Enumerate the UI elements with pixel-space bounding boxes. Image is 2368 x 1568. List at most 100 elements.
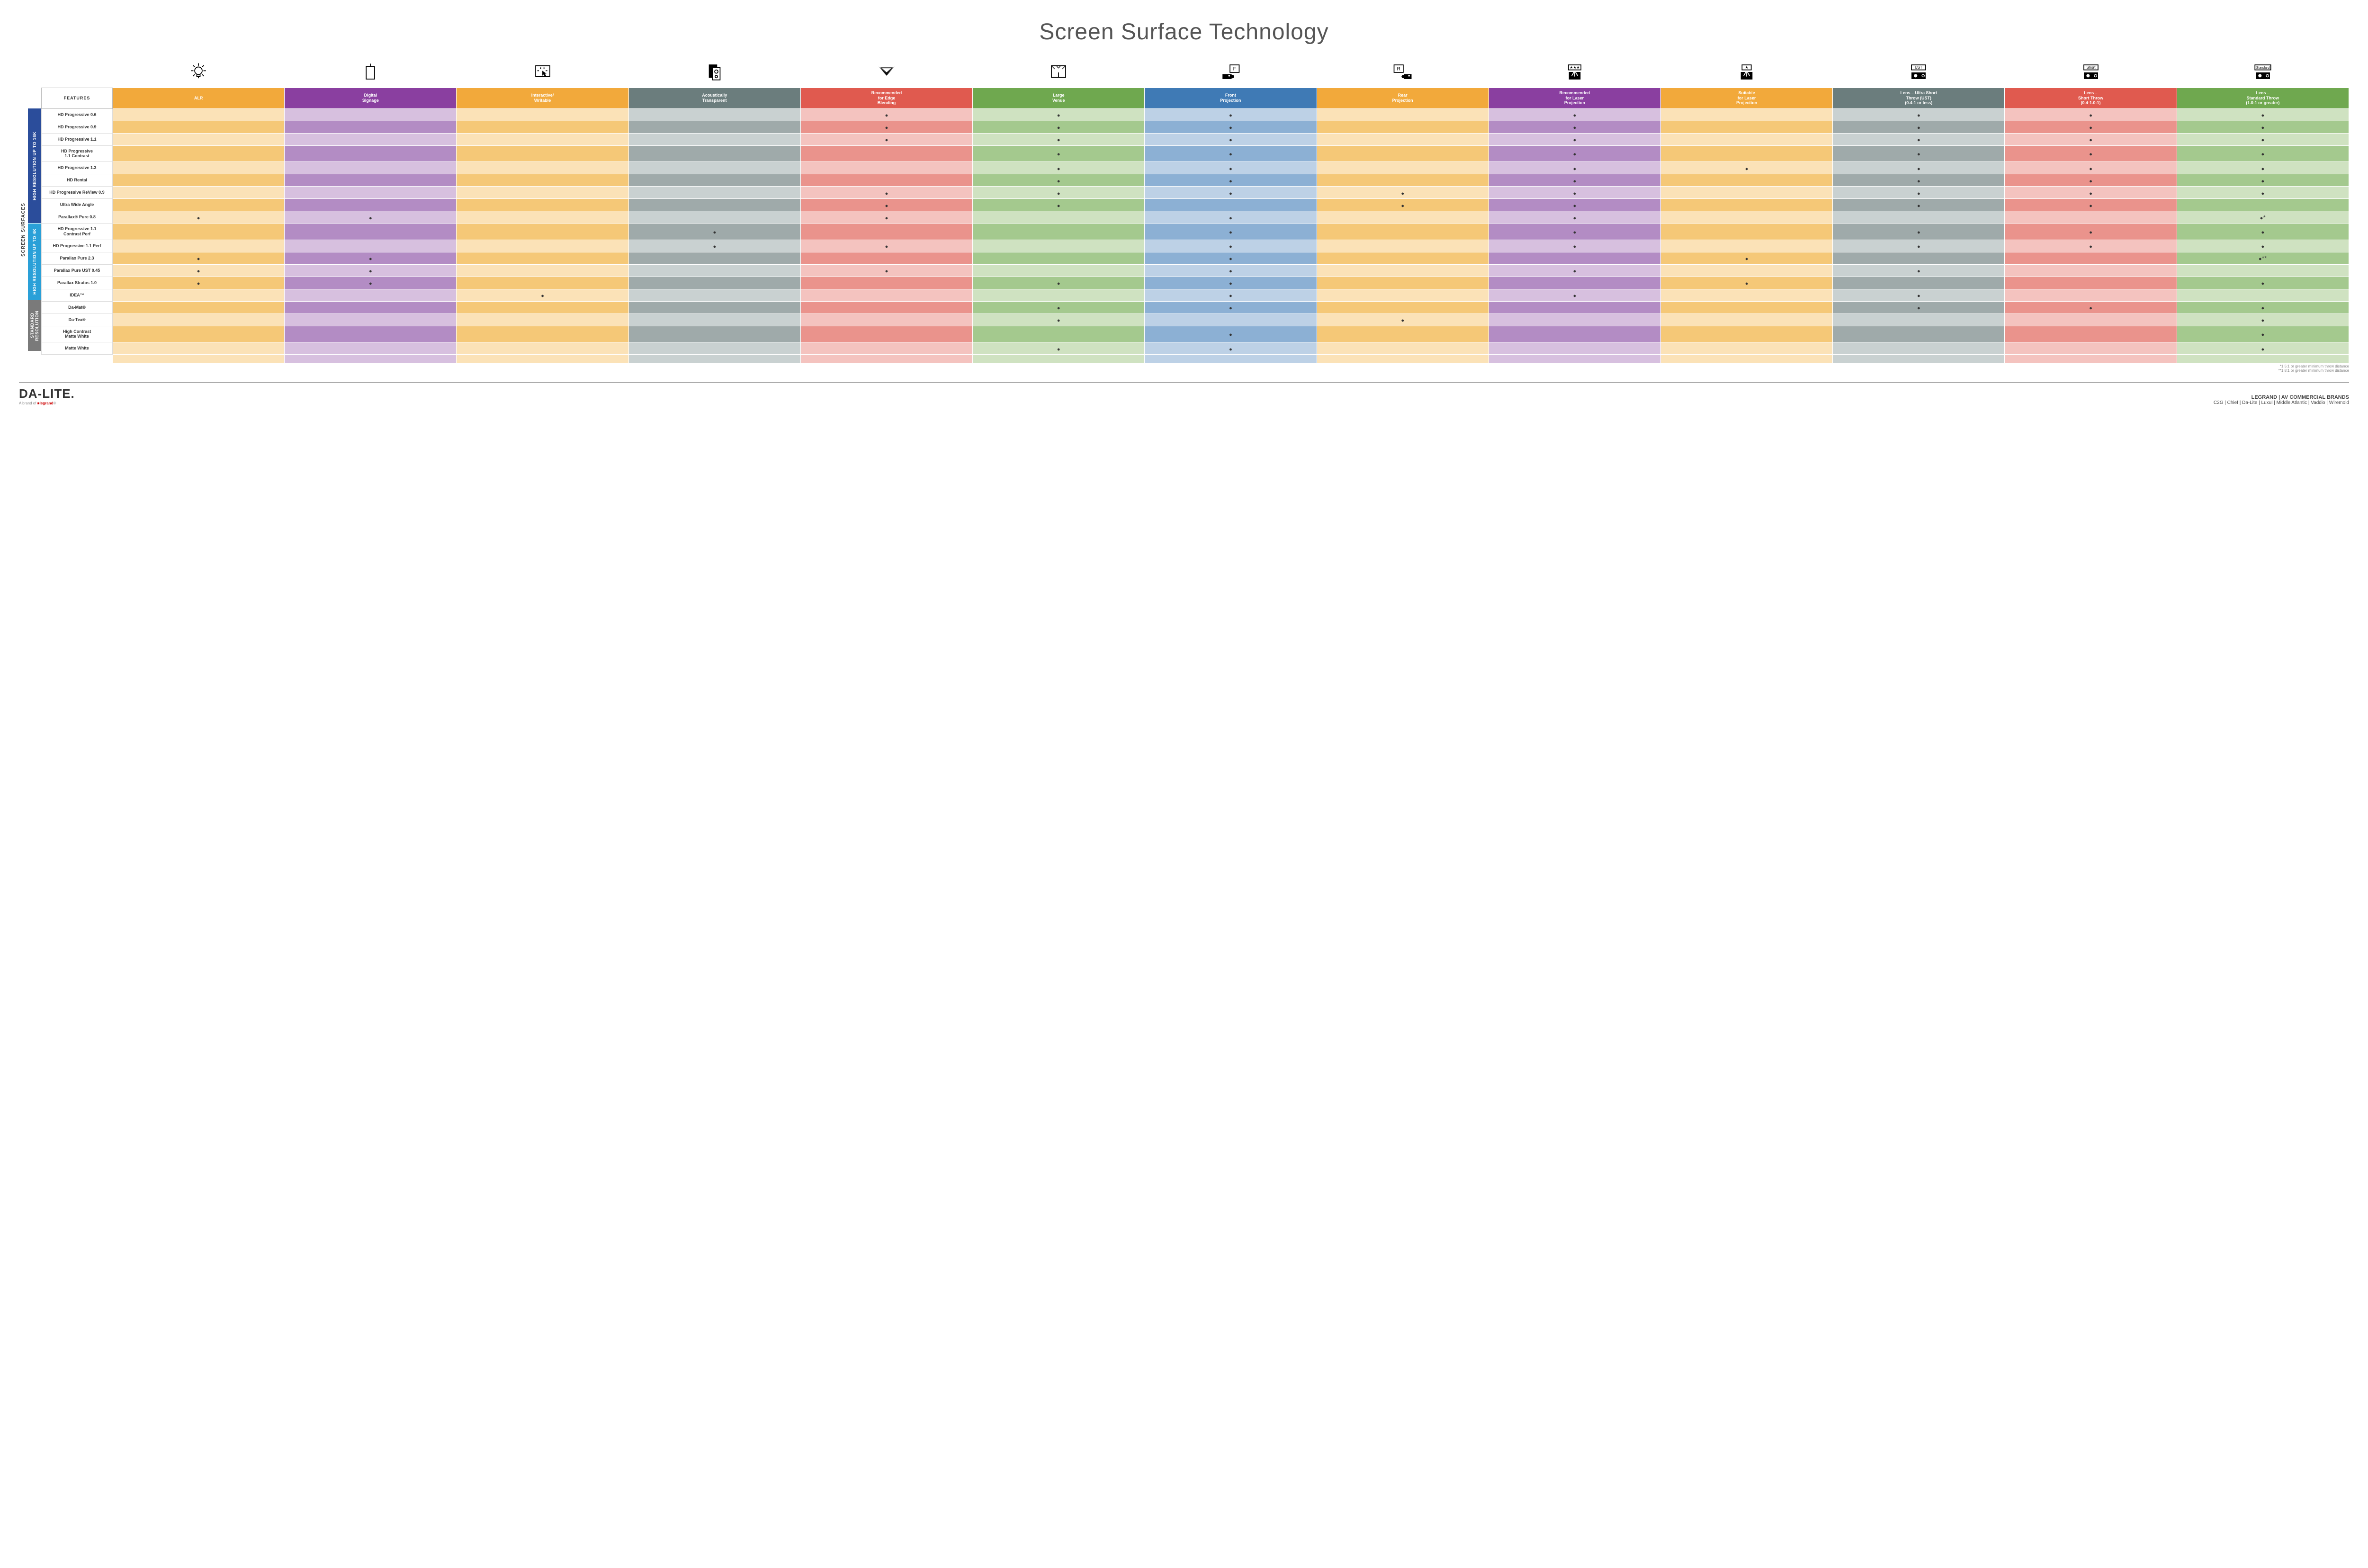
cell-front <box>1145 240 1317 252</box>
suitlaser-icon: ★ <box>1660 59 1832 88</box>
cell-front <box>1145 145 1317 162</box>
cell-signage <box>285 252 457 264</box>
cell-front <box>1145 174 1317 187</box>
cell-edge <box>800 326 972 342</box>
col-alr-header: ALR <box>113 88 285 108</box>
cell-venue <box>973 264 1145 277</box>
cell-signage <box>285 199 457 211</box>
features-header: FEATURES <box>42 88 113 108</box>
cell-suitlaser <box>1660 133 1832 145</box>
cell-alr <box>113 240 285 252</box>
cell-suitlaser <box>1660 162 1832 174</box>
cell-reclaser <box>1489 277 1660 289</box>
cell-acoustic <box>628 162 800 174</box>
cell-acoustic <box>628 121 800 133</box>
cell-acoustic <box>628 314 800 326</box>
cell-venue <box>973 301 1145 314</box>
cell-venue <box>973 174 1145 187</box>
cell-venue <box>973 162 1145 174</box>
rear-icon: R <box>1317 59 1489 88</box>
cell-suitlaser <box>1660 240 1832 252</box>
cell-ust <box>1833 252 2005 264</box>
table-row: HD Rental <box>42 174 2349 187</box>
cell-alr <box>113 277 285 289</box>
cell-ust <box>1833 145 2005 162</box>
cell-acoustic <box>628 264 800 277</box>
cell-signage <box>285 145 457 162</box>
cell-interactive <box>457 301 628 314</box>
table-row: High ContrastMatte White <box>42 326 2349 342</box>
cell-front <box>1145 187 1317 199</box>
row-label: Matte White <box>42 342 113 355</box>
brand-logo: DA-LITE. A brand of ■legrand® <box>19 386 75 405</box>
cell-ust <box>1833 133 2005 145</box>
cell-alr <box>113 252 285 264</box>
cell-edge <box>800 314 972 326</box>
cell-acoustic <box>628 187 800 199</box>
cell-std <box>2177 224 2349 240</box>
cell-alr <box>113 314 285 326</box>
table-row: Parallax® Pure 0.8* <box>42 211 2349 224</box>
cell-std <box>2177 162 2349 174</box>
cell-short <box>2005 108 2177 121</box>
cell-rear <box>1317 240 1489 252</box>
cell-ust <box>1833 314 2005 326</box>
cell-signage <box>285 240 457 252</box>
cell-std <box>2177 277 2349 289</box>
cell-venue <box>973 145 1145 162</box>
cell-edge <box>800 240 972 252</box>
cell-rear <box>1317 199 1489 211</box>
cell-interactive <box>457 326 628 342</box>
table-row: HD Progressive ReView 0.9 <box>42 187 2349 199</box>
row-label: High ContrastMatte White <box>42 326 113 342</box>
col-suitlaser-header: Suitablefor LaserProjection <box>1660 88 1832 108</box>
cell-signage <box>285 342 457 355</box>
cell-std <box>2177 240 2349 252</box>
cell-acoustic <box>628 252 800 264</box>
cell-rear <box>1317 145 1489 162</box>
col-std-header: Lens –Standard Throw(1.0:1 or greater) <box>2177 88 2349 108</box>
cell-acoustic <box>628 174 800 187</box>
cell-venue <box>973 187 1145 199</box>
cell-suitlaser <box>1660 277 1832 289</box>
cell-reclaser <box>1489 162 1660 174</box>
row-label: HD Rental <box>42 174 113 187</box>
cell-alr <box>113 342 285 355</box>
col-edge-header: Recommendedfor EdgeBlending <box>800 88 972 108</box>
cell-alr <box>113 145 285 162</box>
cell-reclaser <box>1489 187 1660 199</box>
cell-rear <box>1317 289 1489 301</box>
cell-front <box>1145 199 1317 211</box>
cell-front <box>1145 121 1317 133</box>
table-row: HD Progressive1.1 Contrast <box>42 145 2349 162</box>
cell-alr <box>113 199 285 211</box>
cell-venue <box>973 252 1145 264</box>
col-short-header: Lens –Short Throw(0.4-1.0:1) <box>2005 88 2177 108</box>
row-label: Da-Mat® <box>42 301 113 314</box>
feature-matrix-table: FR★★★★USTShortStandardFEATURESALRDigital… <box>41 59 2349 363</box>
cell-ust <box>1833 199 2005 211</box>
short-icon: Short <box>2005 59 2177 88</box>
cell-suitlaser <box>1660 264 1832 277</box>
row-label: Ultra Wide Angle <box>42 199 113 211</box>
logo-subtitle: A brand of ■legrand® <box>19 401 75 405</box>
cell-signage <box>285 133 457 145</box>
cell-venue <box>973 108 1145 121</box>
front-icon: F <box>1145 59 1317 88</box>
cell-reclaser <box>1489 342 1660 355</box>
signage-icon <box>285 59 457 88</box>
cell-edge <box>800 162 972 174</box>
cell-venue <box>973 133 1145 145</box>
cell-venue <box>973 224 1145 240</box>
footnotes: *1.5:1 or greater minimum throw distance… <box>19 364 2349 373</box>
table-row: HD Progressive 1.1Contrast Perf <box>42 224 2349 240</box>
cell-venue <box>973 289 1145 301</box>
cell-reclaser <box>1489 133 1660 145</box>
cell-signage <box>285 121 457 133</box>
cell-ust <box>1833 187 2005 199</box>
chart-container: SCREEN SURFACES HIGH RESOLUTION UP TO 16… <box>19 59 2349 363</box>
cell-interactive <box>457 133 628 145</box>
cell-interactive <box>457 342 628 355</box>
cell-reclaser <box>1489 314 1660 326</box>
row-group-label: HIGH RESOLUTION UP TO 4K <box>28 224 41 300</box>
